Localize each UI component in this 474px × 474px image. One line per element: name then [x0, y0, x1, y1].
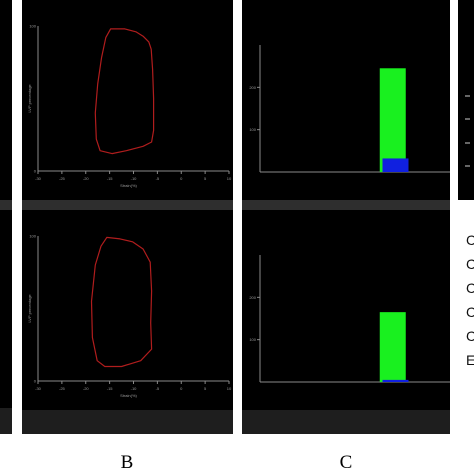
side-letter: C: [466, 328, 474, 344]
y-tick-label: 100: [249, 337, 256, 342]
x-tick-label: -25: [59, 386, 66, 391]
pressure-strain-loop: [90, 236, 153, 368]
y-tick-label: 100: [29, 234, 36, 239]
x-tick-label: -10: [131, 386, 138, 391]
x-tick-label: -20: [83, 386, 90, 391]
y-axis-label: LVP percentage: [27, 84, 32, 113]
x-tick-label: 5: [204, 176, 207, 181]
panel-c-footer: [242, 410, 450, 434]
panel-label-c: C: [339, 452, 353, 473]
side-letter: C: [466, 280, 474, 296]
right-cropped-panel: [458, 0, 474, 200]
right-panel-tick: [465, 142, 470, 144]
x-tick-label: -30: [35, 176, 42, 181]
bar: [379, 312, 406, 382]
bar: [379, 68, 406, 172]
x-tick-label: -20: [83, 176, 90, 181]
pressure-strain-loop: [94, 28, 155, 155]
panel-b-divider: [22, 200, 233, 210]
left-panel-divider: [0, 200, 12, 210]
x-axis-label: Strain(%): [120, 183, 137, 188]
x-tick-label: -10: [131, 176, 138, 181]
right-panel-tick: [465, 95, 470, 97]
side-letter: E: [466, 352, 474, 368]
y-tick-label: 200: [249, 295, 256, 300]
x-tick-label: -30: [35, 386, 42, 391]
x-axis-label: Strain(%): [120, 393, 137, 398]
side-letter: C: [466, 256, 474, 272]
side-letter: C: [466, 232, 474, 248]
y-tick-label: 200: [249, 85, 256, 90]
y-tick-label: 0: [34, 169, 37, 174]
x-tick-label: 10: [227, 176, 232, 181]
x-tick-label: -5: [156, 386, 160, 391]
panel-label-b: B: [120, 452, 134, 473]
left-panel-footer: [0, 408, 12, 434]
x-tick-label: 10: [227, 386, 232, 391]
x-tick-label: -15: [107, 386, 114, 391]
bar: [382, 158, 409, 172]
panel-c-divider: [242, 200, 450, 210]
right-panel-tick: [465, 118, 470, 120]
y-tick-label: 0: [34, 379, 37, 384]
x-tick-label: 0: [180, 176, 183, 181]
y-tick-label: 100: [29, 24, 36, 29]
x-tick-label: -5: [156, 176, 160, 181]
panel-b-footer: [22, 410, 233, 434]
x-tick-label: 5: [204, 386, 207, 391]
x-tick-label: 0: [180, 386, 183, 391]
panel-c: [242, 0, 450, 434]
bar-chart-bottom: 100 200: [249, 255, 450, 383]
y-tick-label: 100: [249, 127, 256, 132]
right-panel-tick: [465, 165, 470, 167]
bar-chart-top: 100 200: [249, 45, 450, 173]
x-tick-label: -15: [107, 176, 114, 181]
left-cropped-panel: [0, 0, 12, 434]
x-tick-label: -25: [59, 176, 66, 181]
bar: [382, 379, 409, 382]
side-letter: C: [466, 304, 474, 320]
y-axis-label: LVP percentage: [27, 294, 32, 323]
panel-b: [22, 0, 233, 434]
